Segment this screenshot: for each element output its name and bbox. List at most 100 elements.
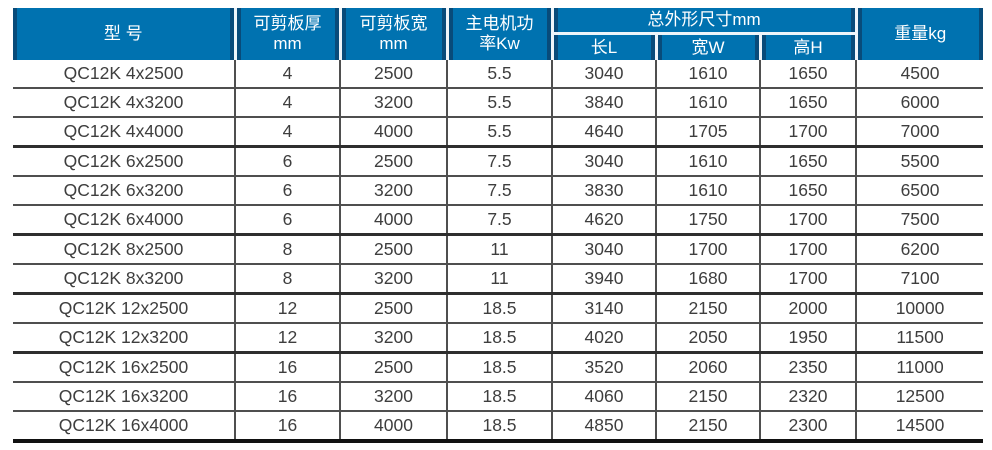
cell-model: QC12K 8x3200 bbox=[13, 264, 235, 295]
cell-width-w: 1610 bbox=[655, 60, 760, 89]
table-row: QC12K 4x4000 4 4000 5.5 4640 1705 1700 7000 bbox=[13, 117, 984, 148]
cell-model: QC12K 4x2500 bbox=[13, 60, 235, 89]
col-header-power-line1: 主电机功 bbox=[465, 14, 534, 34]
table-header: 型 号 可剪板厚 mm 可剪板宽 mm 主电机功 率Kw 总外形尺寸mm 重量k… bbox=[13, 8, 984, 60]
cell-length-l: 3040 bbox=[551, 234, 656, 265]
cell-width-mm: 3200 bbox=[339, 323, 447, 354]
cell-power-kw: 5.5 bbox=[446, 88, 552, 118]
cell-width-mm: 3200 bbox=[339, 382, 447, 412]
cell-power-kw: 18.5 bbox=[446, 382, 552, 412]
cell-height-h: 1700 bbox=[758, 117, 857, 148]
cell-power-kw: 18.5 bbox=[446, 411, 552, 443]
cell-width-w: 2060 bbox=[655, 352, 760, 383]
table-body: QC12K 4x2500 4 2500 5.5 3040 1610 1650 4500 QC12… bbox=[13, 60, 984, 443]
cell-width-w: 1680 bbox=[655, 264, 760, 295]
col-header-thickness-line2: mm bbox=[273, 34, 302, 53]
cell-weight-kg: 11000 bbox=[855, 352, 984, 383]
cell-thickness-mm: 4 bbox=[234, 88, 340, 118]
cell-height-h: 1700 bbox=[758, 234, 857, 265]
cell-width-w: 2150 bbox=[655, 382, 760, 412]
cell-thickness-mm: 12 bbox=[234, 323, 340, 354]
cell-model: QC12K 16x3200 bbox=[13, 382, 235, 412]
table-row: QC12K 8x3200 8 3200 11 3940 1680 1700 7100 bbox=[13, 264, 984, 295]
cell-weight-kg: 12500 bbox=[855, 382, 984, 412]
cell-weight-kg: 11500 bbox=[855, 323, 984, 354]
cell-weight-kg: 7000 bbox=[855, 117, 984, 148]
cell-power-kw: 7.5 bbox=[446, 146, 552, 177]
cell-weight-kg: 6000 bbox=[855, 88, 984, 118]
cell-thickness-mm: 6 bbox=[234, 176, 340, 206]
cell-length-l: 3040 bbox=[551, 60, 656, 89]
cell-weight-kg: 4500 bbox=[855, 60, 984, 89]
cell-length-l: 3520 bbox=[551, 352, 656, 383]
cell-height-h: 1650 bbox=[758, 176, 857, 206]
cell-length-l: 3840 bbox=[551, 88, 656, 118]
cell-width-mm: 2500 bbox=[339, 146, 447, 177]
cell-height-h: 2300 bbox=[758, 411, 857, 443]
cell-width-mm: 2500 bbox=[339, 293, 447, 324]
cell-width-w: 2150 bbox=[655, 293, 760, 324]
cell-length-l: 4020 bbox=[551, 323, 656, 354]
table-row: QC12K 16x4000 16 4000 18.5 4850 2150 2300 14500 bbox=[13, 411, 984, 443]
header-row-sub: 长L 宽W 高H bbox=[13, 33, 983, 60]
cell-thickness-mm: 16 bbox=[234, 411, 340, 443]
table-row: QC12K 4x3200 4 3200 5.5 3840 1610 1650 6000 bbox=[13, 88, 984, 118]
cell-model: QC12K 6x3200 bbox=[13, 176, 235, 206]
cell-width-mm: 3200 bbox=[339, 88, 447, 118]
table-row: QC12K 16x3200 16 3200 18.5 4060 2150 2320 12500 bbox=[13, 382, 984, 412]
cell-width-mm: 4000 bbox=[339, 411, 447, 443]
cell-model: QC12K 6x2500 bbox=[13, 146, 235, 177]
machine-spec-table: 型 号 可剪板厚 mm 可剪板宽 mm 主电机功 率Kw 总外形尺寸mm 重量k… bbox=[13, 8, 984, 443]
cell-power-kw: 7.5 bbox=[446, 205, 552, 236]
cell-length-l: 4620 bbox=[551, 205, 656, 236]
cell-power-kw: 11 bbox=[446, 234, 552, 265]
cell-height-h: 1650 bbox=[758, 60, 857, 89]
cell-power-kw: 18.5 bbox=[446, 293, 552, 324]
cell-height-h: 2350 bbox=[758, 352, 857, 383]
cell-thickness-mm: 8 bbox=[234, 234, 340, 265]
cell-power-kw: 7.5 bbox=[446, 176, 552, 206]
cell-width-mm: 4000 bbox=[339, 205, 447, 236]
cell-width-w: 2050 bbox=[655, 323, 760, 354]
cell-height-h: 2320 bbox=[758, 382, 857, 412]
cell-weight-kg: 14500 bbox=[855, 411, 984, 443]
col-header-power: 主电机功 率Kw bbox=[445, 8, 552, 60]
col-header-thickness-line1: 可剪板厚 bbox=[253, 14, 322, 34]
col-header-length-l: 长L bbox=[550, 33, 656, 60]
cell-width-w: 2150 bbox=[655, 411, 760, 443]
cell-width-w: 1700 bbox=[655, 234, 760, 265]
cell-model: QC12K 12x3200 bbox=[13, 323, 235, 354]
cell-length-l: 4640 bbox=[551, 117, 656, 148]
col-header-width-line1: 可剪板宽 bbox=[359, 14, 428, 34]
cell-power-kw: 11 bbox=[446, 264, 552, 295]
cell-height-h: 1650 bbox=[758, 146, 857, 177]
header-row-top: 型 号 可剪板厚 mm 可剪板宽 mm 主电机功 率Kw 总外形尺寸mm 重量k… bbox=[13, 8, 984, 60]
cell-weight-kg: 7100 bbox=[855, 264, 984, 295]
cell-length-l: 3140 bbox=[551, 293, 656, 324]
cell-power-kw: 5.5 bbox=[446, 60, 552, 89]
cell-height-h: 2000 bbox=[758, 293, 857, 324]
cell-width-mm: 2500 bbox=[339, 60, 447, 89]
cell-length-l: 3830 bbox=[551, 176, 656, 206]
cell-width-mm: 2500 bbox=[339, 234, 447, 265]
cell-thickness-mm: 6 bbox=[234, 146, 340, 177]
cell-length-l: 3040 bbox=[551, 146, 656, 177]
col-header-width: 可剪板宽 mm bbox=[338, 8, 447, 60]
cell-width-w: 1610 bbox=[655, 146, 760, 177]
table-row: QC12K 6x2500 6 2500 7.5 3040 1610 1650 5500 bbox=[13, 146, 984, 177]
cell-width-mm: 3200 bbox=[339, 176, 447, 206]
cell-model: QC12K 4x4000 bbox=[13, 117, 235, 148]
cell-thickness-mm: 8 bbox=[234, 264, 340, 295]
cell-width-w: 1750 bbox=[655, 205, 760, 236]
cell-width-w: 1610 bbox=[655, 88, 760, 118]
col-header-height-h: 高H bbox=[758, 33, 857, 60]
cell-width-mm: 2500 bbox=[339, 352, 447, 383]
cell-thickness-mm: 4 bbox=[234, 60, 340, 89]
cell-length-l: 4060 bbox=[551, 382, 656, 412]
col-header-dimensions-group: 总外形尺寸mm bbox=[550, 8, 857, 35]
col-header-thickness: 可剪板厚 mm bbox=[233, 8, 340, 60]
cell-model: QC12K 16x4000 bbox=[13, 411, 235, 443]
table-row: QC12K 6x3200 6 3200 7.5 3830 1610 1650 6500 bbox=[13, 176, 984, 206]
cell-power-kw: 18.5 bbox=[446, 323, 552, 354]
table-row: QC12K 8x2500 8 2500 11 3040 1700 1700 6200 bbox=[13, 234, 984, 265]
